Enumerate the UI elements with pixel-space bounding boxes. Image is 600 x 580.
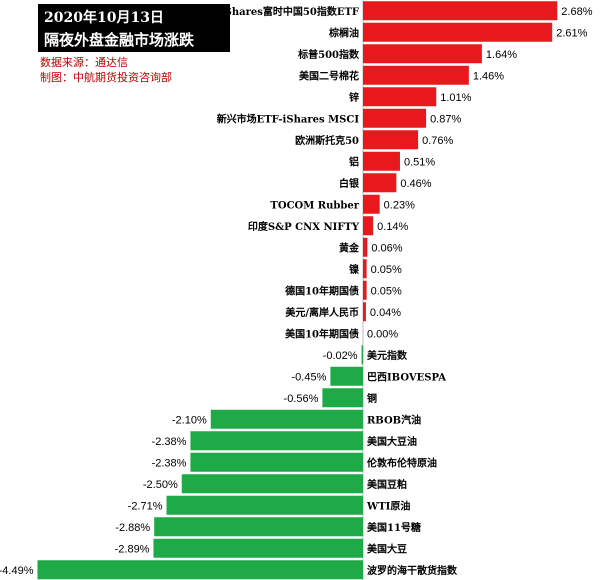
bar <box>363 194 380 214</box>
bar <box>363 108 427 128</box>
bar <box>363 65 469 85</box>
data-source-note: 数据来源：通达信 <box>40 56 128 69</box>
bar <box>363 259 367 279</box>
value-label: 0.23% <box>384 199 415 211</box>
category-label: 铜 <box>367 392 377 405</box>
category-label: 棕榈油 <box>328 26 359 39</box>
category-label: WTI原油 <box>366 499 410 512</box>
value-label: 0.87% <box>430 113 461 125</box>
category-label: 巴西IBOVESPA <box>367 371 446 383</box>
bar <box>210 409 363 429</box>
bar <box>154 517 363 537</box>
category-label: 铝 <box>349 155 359 168</box>
bar <box>363 216 374 236</box>
bar <box>37 560 363 580</box>
chart-title: 隔夜外盘金融市场涨跌 <box>44 31 195 49</box>
category-label: 美国11号糖 <box>367 521 421 534</box>
category-label: 伦敦布伦特原油 <box>367 456 437 469</box>
bar <box>361 345 363 365</box>
bar <box>363 44 482 64</box>
value-label: 0.05% <box>371 264 402 276</box>
category-label: 美国大豆 <box>367 542 407 555</box>
value-label: -0.56% <box>284 393 319 405</box>
value-label: 2.68% <box>561 6 592 18</box>
bar <box>363 151 400 171</box>
value-label: 1.01% <box>440 92 471 104</box>
value-label: 1.64% <box>486 49 517 61</box>
bar <box>166 495 363 515</box>
bar <box>322 388 363 408</box>
category-label: 美元/离岸人民币 <box>285 306 359 319</box>
category-label: 波罗的海干散货指数 <box>367 564 458 577</box>
value-label: 2.61% <box>556 27 587 39</box>
category-label: 锌 <box>349 91 359 104</box>
value-label: 0.05% <box>371 285 402 297</box>
value-label: 0.46% <box>400 178 431 190</box>
value-label: 1.46% <box>473 70 504 82</box>
bar <box>190 452 363 472</box>
value-label: -2.10% <box>172 414 207 426</box>
value-label: 0.14% <box>377 221 408 233</box>
category-label: 新兴市场ETF-iShares MSCI <box>217 112 360 125</box>
value-label: 0.06% <box>371 242 402 254</box>
value-label: -4.49% <box>0 565 34 577</box>
value-label: -2.89% <box>115 543 150 555</box>
value-label: -0.45% <box>292 371 327 383</box>
category-label: 标普500指数 <box>297 48 360 61</box>
category-label: TOCOM Rubber <box>270 200 359 211</box>
bar <box>363 237 368 257</box>
bar <box>363 22 553 42</box>
category-label: 黄金 <box>339 241 360 254</box>
bar <box>363 173 397 193</box>
bar <box>363 87 437 107</box>
category-label: 美国豆粕 <box>367 478 407 491</box>
category-label: 欧洲斯托克50 <box>295 134 359 147</box>
bar <box>190 431 363 451</box>
bar <box>363 1 558 21</box>
bar <box>181 474 363 494</box>
bar <box>330 366 363 386</box>
category-label: 镍 <box>349 263 359 276</box>
bar <box>363 130 419 150</box>
bar <box>363 302 366 322</box>
category-label: 美国10年期国债 <box>285 327 359 340</box>
category-label: iShares富时中国50指数ETF <box>221 5 359 18</box>
category-label: 美国大豆油 <box>367 435 417 448</box>
chart-date: 2020年10月13日 <box>44 10 164 26</box>
value-label: -0.02% <box>323 350 358 362</box>
value-label: -2.50% <box>143 479 178 491</box>
category-label: 美元指数 <box>367 349 408 362</box>
value-label: 0.00% <box>367 328 398 340</box>
bar <box>153 538 363 558</box>
category-label: 白银 <box>339 177 360 190</box>
value-label: -2.38% <box>152 436 187 448</box>
value-label: 0.04% <box>370 307 401 319</box>
chart-maker-note: 制图：中航期货投资咨询部 <box>40 71 172 84</box>
value-label: -2.38% <box>152 457 187 469</box>
category-label: 印度S&P CNX NIFTY <box>248 220 360 233</box>
bar <box>363 280 367 300</box>
value-label: 0.76% <box>422 135 453 147</box>
value-label: 0.51% <box>404 156 435 168</box>
category-label: 德国10年期国债 <box>284 284 359 297</box>
value-label: -2.88% <box>115 522 150 534</box>
chart-title-box: 2020年10月13日 隔夜外盘金融市场涨跌 <box>38 4 230 52</box>
value-label: -2.71% <box>128 500 163 512</box>
category-label: 美国二号棉花 <box>299 69 359 82</box>
category-label: RBOB汽油 <box>367 413 421 426</box>
